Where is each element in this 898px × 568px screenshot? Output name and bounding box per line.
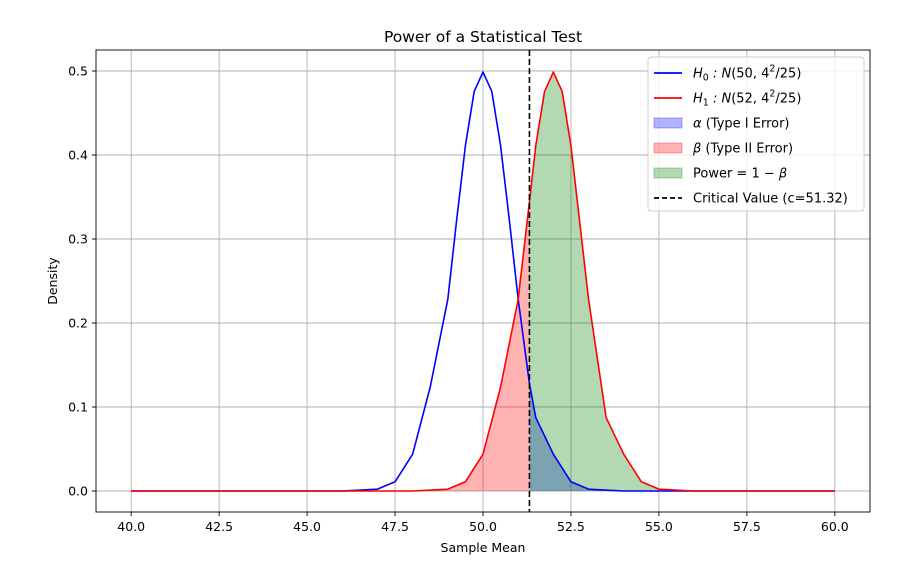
legend-label: H1 : N(52, 42/25) — [693, 89, 801, 109]
x-tick-label: 52.5 — [557, 519, 585, 534]
y-tick-label: 0.5 — [68, 64, 88, 79]
x-tick-label: 60.0 — [821, 519, 849, 534]
y-tick-label: 0.1 — [68, 400, 88, 415]
legend-item: Critical Value (c=51.32) — [654, 192, 848, 207]
y-tick-label: 0.2 — [68, 316, 88, 331]
legend-item: H0 : N(50, 42/25) — [654, 64, 801, 84]
legend: H0 : N(50, 42/25) H1 : N(52, 42/25) α (Typ… — [647, 56, 865, 212]
legend-label: β (Type II Error) — [692, 142, 793, 157]
density-curve-h1 — [131, 71, 835, 492]
x-tick-label: 55.0 — [645, 519, 673, 534]
legend-item: H1 : N(52, 42/25) — [654, 89, 801, 109]
y-axis-label: Density — [45, 257, 60, 305]
x-tick-label: 47.5 — [381, 519, 409, 534]
legend-label: Critical Value (c=51.32) — [693, 192, 848, 207]
x-tick-label: 40.0 — [117, 519, 145, 534]
legend-item: α (Type I Error) — [653, 117, 790, 132]
y-axis: 0.0 0.1 0.2 0.3 0.4 0.5 — [68, 64, 96, 499]
legend-item: β (Type II Error) — [653, 142, 793, 157]
fill-region-type-ii-error — [131, 201, 530, 492]
chart-title: Power of a Statistical Test — [384, 28, 582, 46]
legend-box — [647, 56, 865, 212]
fill-region-power-1 — [529, 72, 835, 491]
x-tick-label: 57.5 — [733, 519, 761, 534]
fill-region-type-i-error — [529, 383, 835, 491]
x-tick-label: 42.5 — [205, 519, 233, 534]
y-tick-label: 0.0 — [68, 484, 88, 499]
filled-regions — [131, 72, 835, 492]
x-axis-label: Sample Mean — [441, 540, 526, 555]
legend-label: α (Type I Error) — [693, 117, 790, 132]
y-tick-label: 0.4 — [68, 148, 88, 163]
density-curves — [131, 71, 835, 492]
x-axis: 40.0 42.5 45.0 47.5 50.0 52.5 55.0 57.5 60.0 — [117, 512, 849, 534]
legend-item: Power = 1 − β — [653, 167, 787, 182]
legend-patch-swatch — [653, 167, 683, 179]
legend-patch-swatch — [653, 142, 683, 154]
legend-label: Power = 1 − β — [693, 167, 787, 182]
x-tick-label: 45.0 — [293, 519, 321, 534]
legend-patch-swatch — [653, 117, 683, 129]
legend-label: H0 : N(50, 42/25) — [693, 64, 801, 84]
y-tick-label: 0.3 — [68, 232, 88, 247]
x-tick-label: 50.0 — [469, 519, 497, 534]
density-curve-h0 — [131, 71, 835, 492]
